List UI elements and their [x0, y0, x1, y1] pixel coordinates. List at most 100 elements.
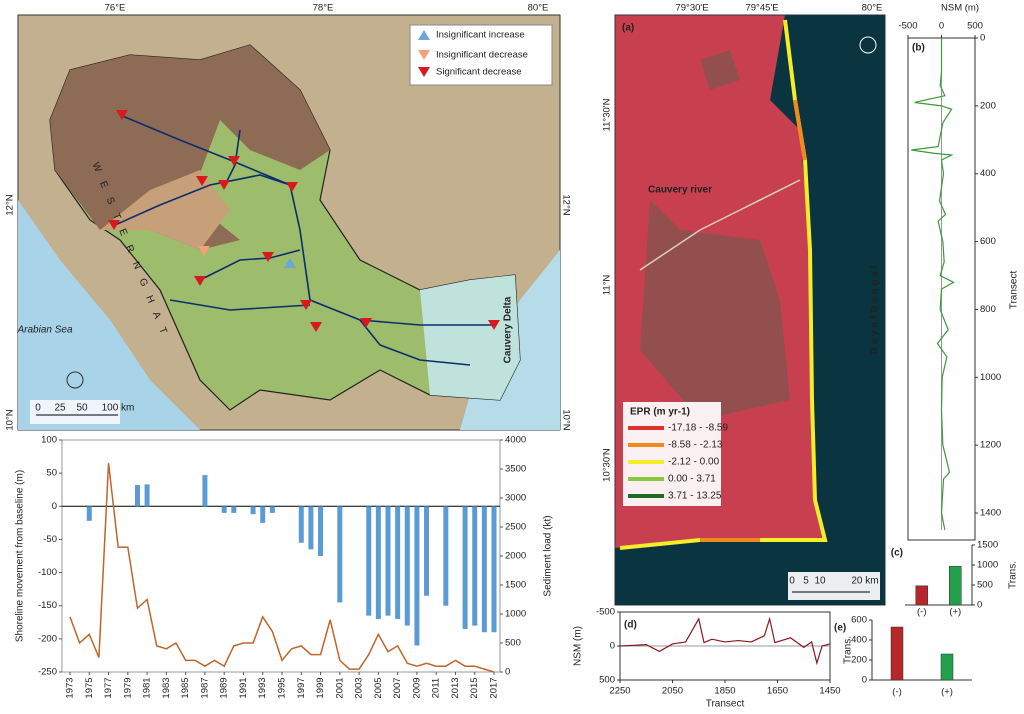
y-tick-label: 0: [977, 600, 982, 611]
bar: [144, 484, 150, 507]
x-tick-label: 1983: [161, 677, 172, 698]
lon-label: 78°E: [313, 3, 334, 14]
x-tick-label: 2250: [609, 686, 630, 697]
y2-tick-label: 1500: [505, 580, 526, 591]
coast-map: [614, 14, 886, 606]
y-tick-label: 200: [851, 655, 867, 666]
x-tick-label: 1999: [315, 677, 326, 698]
plot-frame: [61, 439, 501, 673]
y-axis-label: Trans.: [843, 636, 854, 664]
bar: [443, 506, 449, 606]
panel-label: (d): [624, 620, 637, 631]
nsm-line: [911, 38, 955, 531]
y-tick-label: 0: [862, 675, 867, 686]
x-tick-label: (-): [917, 607, 927, 618]
x-tick-label: 1993: [257, 677, 268, 698]
nsm-line: [619, 616, 831, 666]
y-tick-label: 0: [610, 641, 615, 652]
lon-label: 79°45'E: [745, 3, 778, 14]
x-tick-label: 1985: [180, 677, 191, 698]
sediment-line: [69, 463, 495, 673]
legend-entry: -17.18 - -8.59: [668, 423, 728, 434]
x-tick-label: 1850: [714, 686, 735, 697]
bar: [462, 506, 468, 629]
panel-label: (b): [912, 43, 925, 54]
scale-label: 10: [814, 576, 826, 587]
y-tick-label: 1000: [980, 372, 1001, 383]
y-tick-label: 50: [46, 468, 57, 479]
x-tick-label: 2011: [431, 678, 442, 698]
x-tick-label: 1995: [277, 677, 288, 698]
bar: [404, 506, 410, 626]
lat-label: 12°N: [5, 194, 16, 215]
y2-tick-label: 2500: [505, 522, 526, 533]
x-tick-label: 2013: [450, 677, 461, 698]
y-tick-label: 600: [980, 236, 996, 247]
x-axis-label: NSM (m): [941, 3, 979, 14]
scale-label: 100 km: [102, 403, 135, 414]
x-tick-label: 1977: [103, 677, 114, 698]
x-tick-label: 1989: [219, 677, 230, 698]
bar: [298, 506, 304, 543]
panel-label: (e): [834, 623, 846, 634]
bar: [491, 506, 497, 633]
y-tick-label: 1400: [980, 508, 1001, 519]
bar: [890, 626, 904, 681]
y-tick-label: 0: [980, 33, 985, 44]
bar: [414, 506, 420, 646]
scale-label: 0: [789, 576, 795, 587]
y-axis-label: Transect: [1009, 271, 1020, 310]
y-tick-label: 1000: [977, 560, 998, 571]
bar: [366, 506, 372, 616]
bar: [269, 506, 275, 513]
x-tick-label: 1997: [296, 677, 307, 698]
y-tick-label: 1500: [977, 540, 998, 551]
x-tick-label: 1650: [767, 686, 788, 697]
bar: [940, 653, 954, 681]
bar: [481, 506, 487, 633]
bar: [308, 506, 314, 550]
y2-tick-label: 3500: [505, 464, 526, 475]
x-tick-label: 2050: [662, 686, 683, 697]
lon-label: 79°30'E: [675, 3, 708, 14]
sea-label: Arabian Sea: [16, 325, 72, 336]
bar: [134, 485, 140, 507]
bar: [231, 506, 237, 513]
bar: [318, 506, 324, 556]
scale-label: 5: [803, 576, 809, 587]
bar: [915, 585, 928, 606]
y-tick-label: -250: [38, 667, 57, 678]
y2-tick-label: 500: [505, 638, 521, 649]
y-tick-label: 200: [980, 100, 996, 111]
y2-tick-label: 3000: [505, 493, 526, 504]
x-tick-label: 1975: [84, 677, 95, 698]
x-tick-label: 500: [967, 21, 983, 32]
x-axis-label: Transect: [706, 699, 745, 710]
x-tick-label: 1981: [142, 677, 153, 698]
y2-tick-label: 4000: [505, 435, 526, 446]
x-tick-label: 2009: [411, 677, 422, 698]
y2-tick-label: 2000: [505, 551, 526, 562]
x-tick-label: 1987: [199, 677, 210, 698]
y-tick-label: -200: [38, 633, 57, 644]
y-tick-label: 1200: [980, 440, 1001, 451]
bar: [260, 506, 266, 523]
x-tick-label: 1979: [122, 677, 133, 698]
x-tick-label: 2017: [489, 677, 500, 698]
y-tick-label: -500: [596, 607, 615, 618]
x-tick-label: (-): [892, 687, 902, 698]
bar: [86, 506, 92, 521]
lat-label: 11°N: [602, 275, 613, 296]
y-tick-label: 600: [851, 615, 867, 626]
lon-label: 76°E: [105, 3, 126, 14]
scale-label: 0: [35, 403, 41, 414]
y-axis-label: NSM (m): [573, 626, 584, 666]
trend-markers: [108, 110, 500, 332]
y2-tick-label: 1000: [505, 609, 526, 620]
scale-label: 25: [54, 403, 66, 414]
bar: [375, 506, 381, 619]
lat-label: 10°30'N: [602, 448, 613, 482]
y-tick-label: 400: [851, 635, 867, 646]
lat-label: 12°N: [560, 194, 571, 215]
y2-tick-label: 0: [505, 667, 510, 678]
